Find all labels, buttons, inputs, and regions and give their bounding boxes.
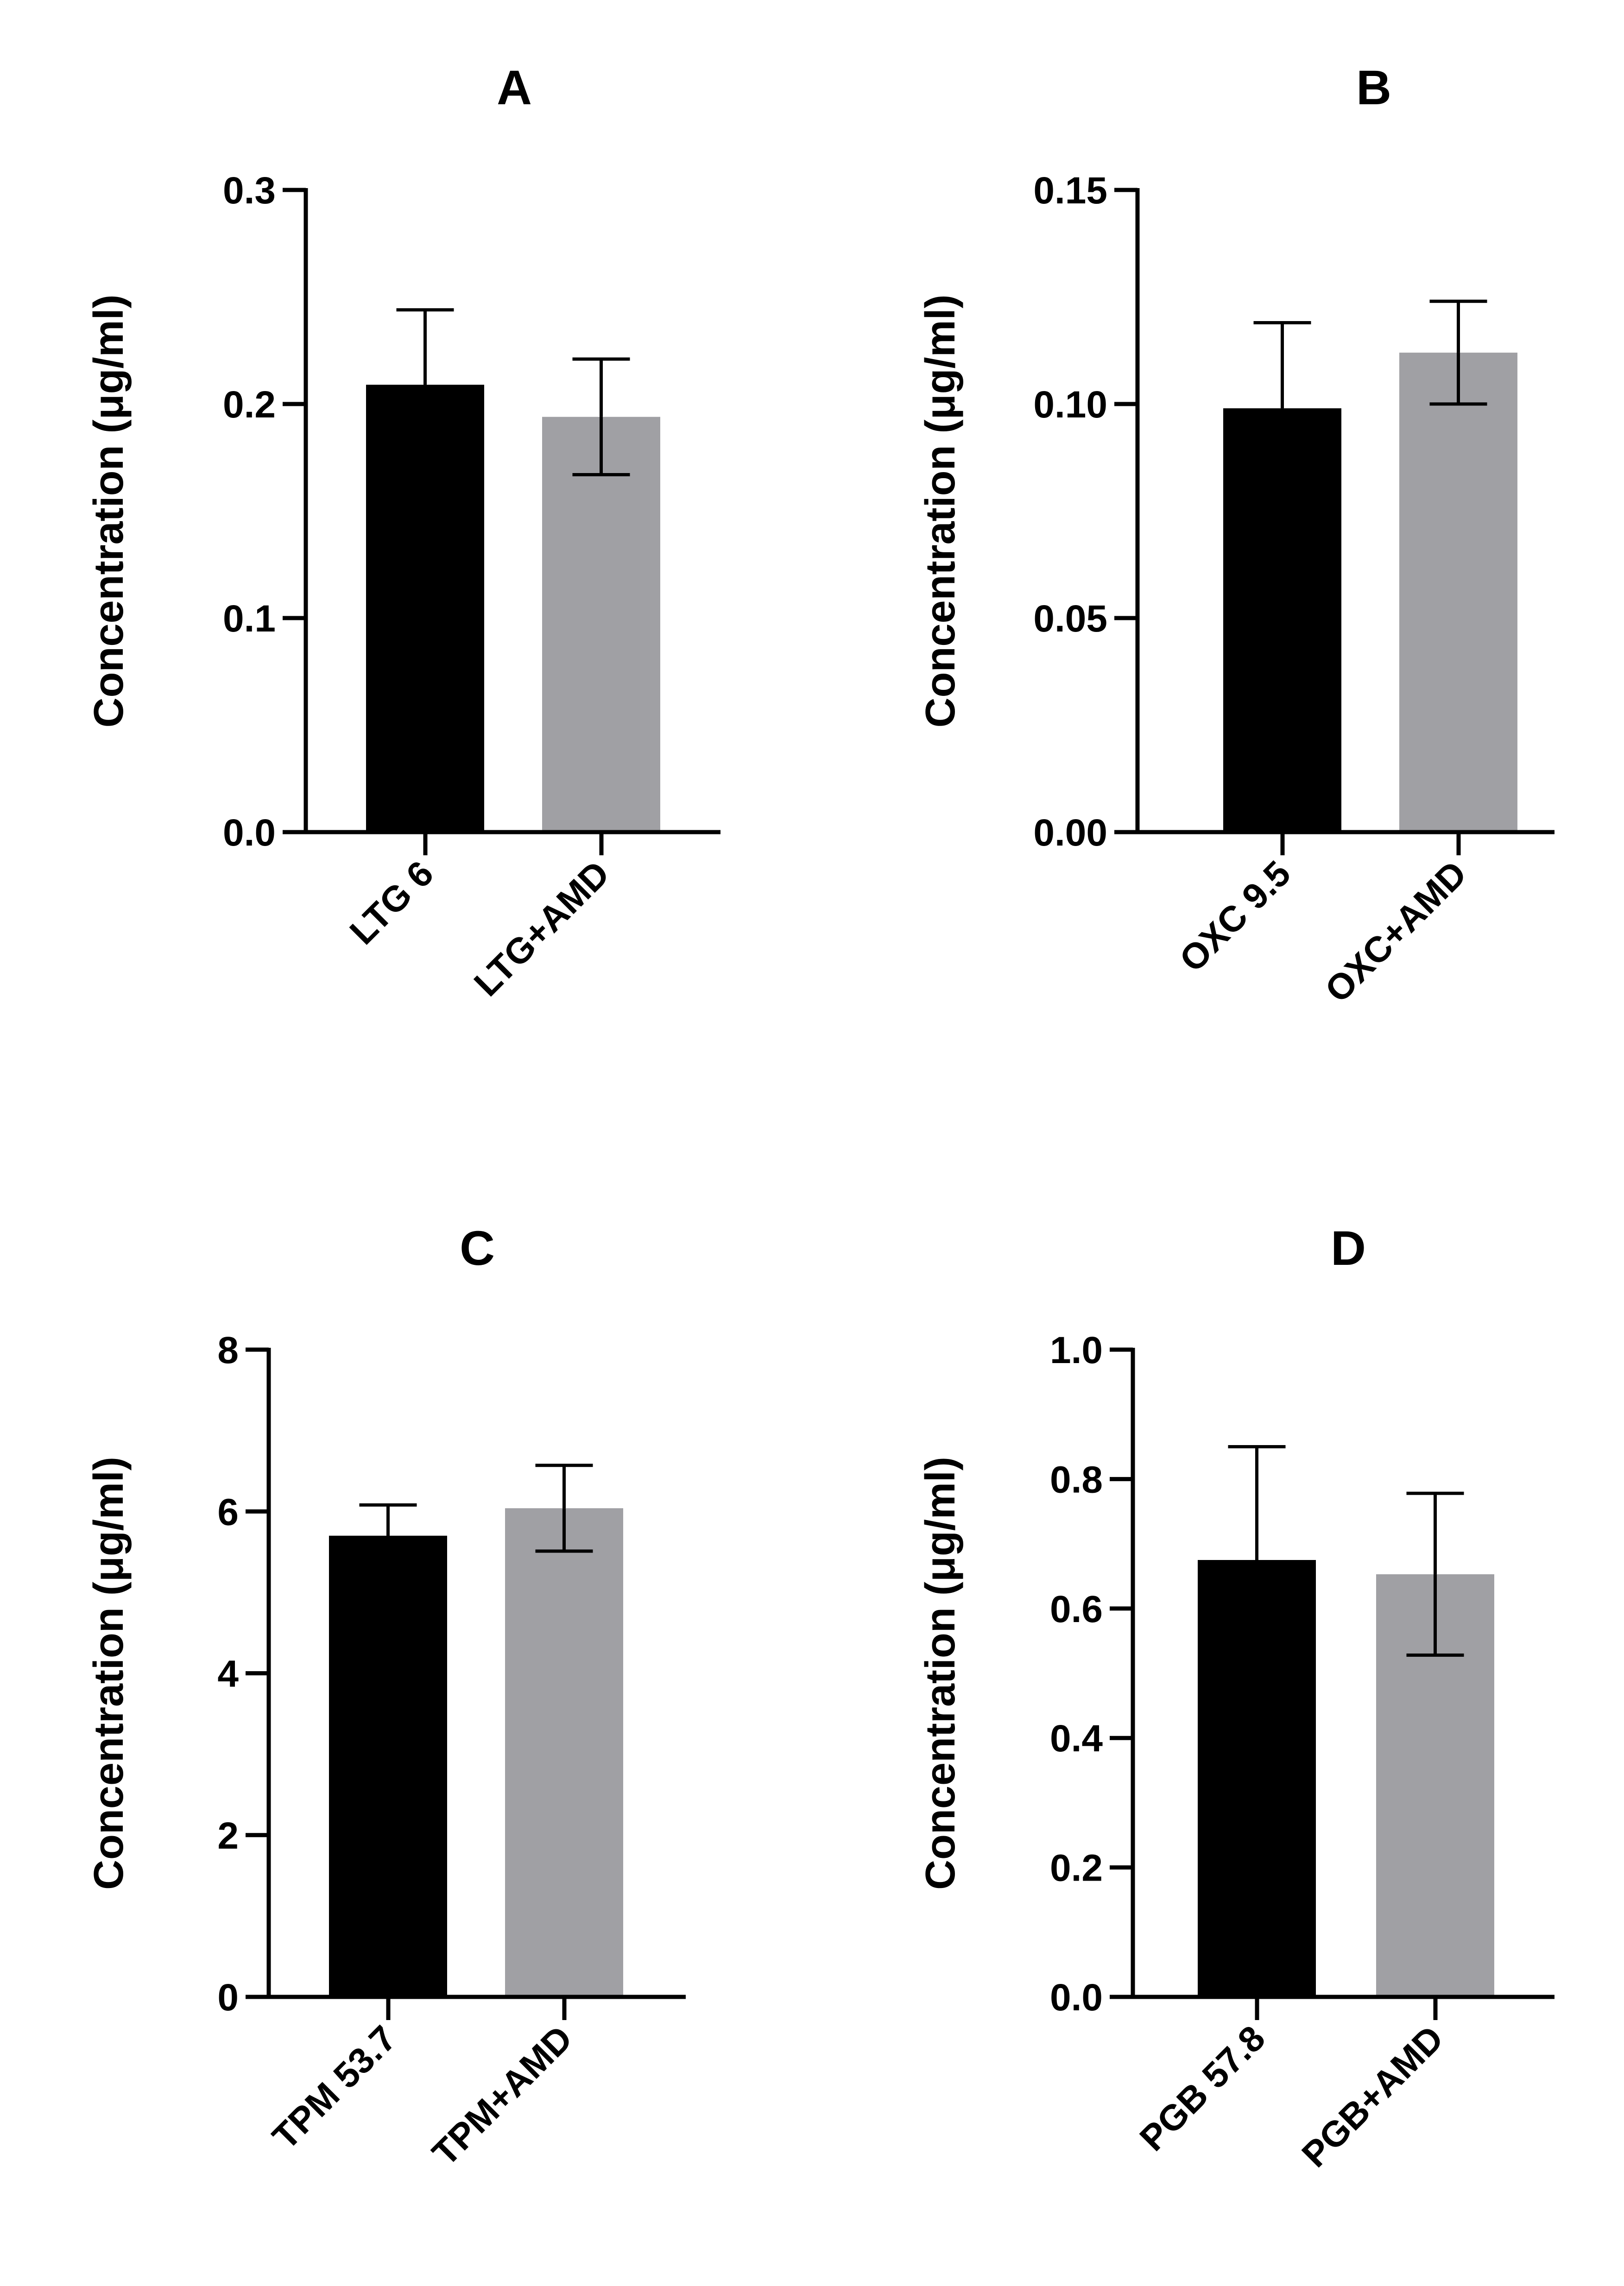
error-bar-1 [396,308,454,461]
chart-panel-a: A 0.0 0.1 0.2 0.3 LTG 6 LTG+AMD Concentration (… [86,61,720,1004]
bar-1 [329,1535,447,1997]
y-tick-label: 0.8 [1050,1459,1103,1501]
y-axis-label: Concentration (μg/ml) [917,1457,964,1890]
panel-title: C [460,1221,495,1276]
y-tick-label: 8 [217,1329,239,1371]
error-bar-2 [1406,1491,1464,1657]
y-tick-label: 0.10 [1033,384,1107,426]
y-tick-label: 0.0 [1050,1977,1103,2019]
x-category-label: LTG+AMD [466,853,617,1004]
y-tick-label: 1.0 [1050,1329,1103,1371]
panel-title: B [1356,61,1391,115]
panel-title: A [497,61,532,115]
x-category-label: TPM+AMD [424,2018,580,2173]
x-category-label: PGB+AMD [1294,2018,1451,2175]
chart-panel-d: D 0.0 0.2 0.4 0.6 0.8 1.0 PGB 57.8 PGB+AMD Concen… [917,1221,1554,2175]
y-tick-label: 4 [217,1653,239,1695]
panel-title: D [1331,1221,1366,1276]
x-category-label: PGB 57.8 [1132,2018,1273,2159]
y-tick-label: 0.3 [223,170,276,212]
chart-panel-c: C 0 2 4 6 8 TPM 53.7 TPM+AMD Concentration (μg/m… [86,1221,686,2173]
y-tick-label: 0.1 [223,598,276,640]
bar-2 [505,1508,623,1997]
y-axis-label: Concentration (μg/ml) [86,1457,132,1890]
y-tick-label: 2 [217,1815,239,1857]
y-tick-label: 0 [217,1977,239,2019]
y-tick-label: 0.4 [1050,1718,1103,1760]
x-category-label: OXC+AMD [1317,853,1474,1010]
y-axis-label: Concentration (μg/ml) [86,294,132,727]
y-axis-label: Concentration (μg/ml) [917,294,964,727]
error-bar-2 [572,357,630,476]
bar-2 [1399,353,1517,832]
y-tick-label: 0.2 [1050,1847,1103,1889]
y-tick-label: 0.05 [1033,598,1107,640]
y-tick-label: 0.0 [223,812,276,854]
chart-panel-b: B 0.00 0.05 0.10 0.15 OXC 9.5 OXC+AMD Concentra… [917,61,1554,1010]
error-bar-2 [1429,299,1487,406]
y-tick-label: 0.00 [1033,812,1107,854]
x-category-label: OXC 9.5 [1171,853,1298,980]
error-bar-1 [1228,1445,1286,1675]
x-category-label: LTG 6 [342,853,441,952]
error-bar-1 [1253,321,1311,496]
error-bar-2 [535,1464,593,1553]
bar-2 [542,417,660,832]
y-tick-label: 6 [217,1491,239,1533]
y-tick-label: 0.2 [223,384,276,426]
x-category-label: TPM 53.7 [265,2018,404,2157]
y-tick-label: 0.15 [1033,170,1107,212]
error-bar-1 [359,1503,417,1568]
y-tick-label: 0.6 [1050,1588,1103,1630]
